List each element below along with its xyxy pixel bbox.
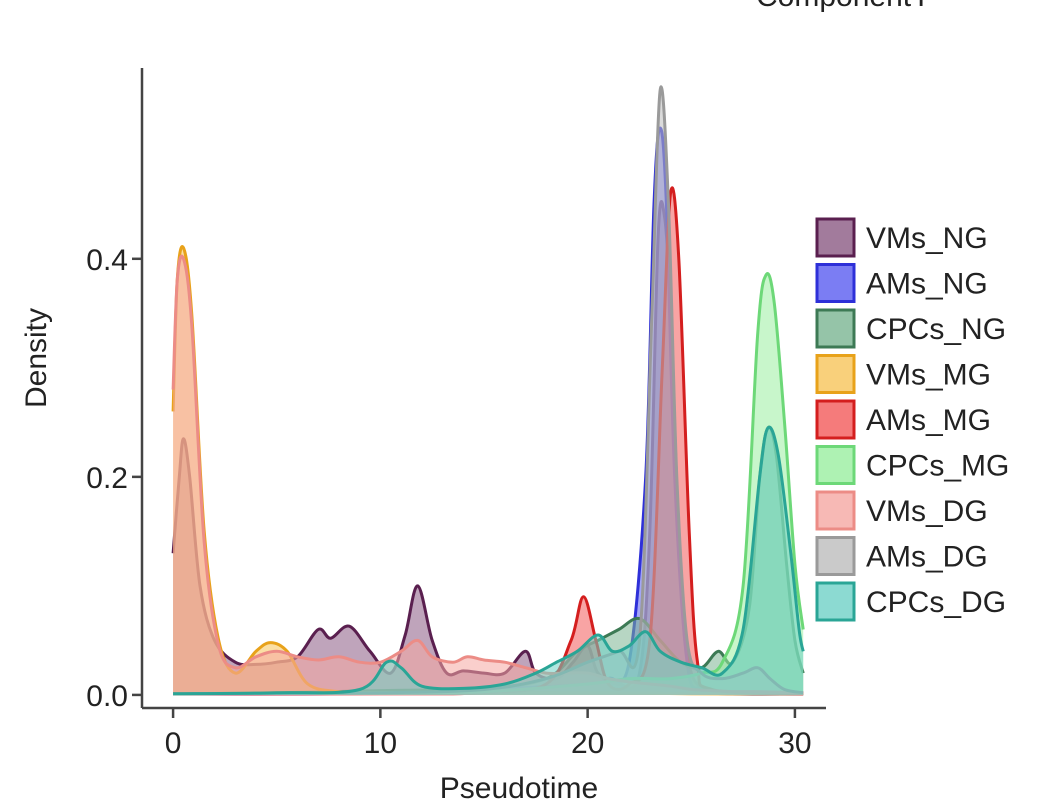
area-ams-ng — [173, 128, 804, 695]
legend-item-ams-ng: AMs_NG — [815, 263, 988, 303]
legend-swatch — [815, 354, 856, 394]
legend-label: CPCs_MG — [866, 450, 1009, 483]
x-tick-label: 10 — [364, 727, 397, 760]
line-ams-ng — [173, 126, 804, 696]
series-ams-dg — [173, 85, 804, 696]
legend-item-cpcs-dg: CPCs_DG — [815, 581, 1006, 622]
series-vms-mg — [171, 245, 804, 696]
area-ams-mg — [173, 187, 804, 695]
line-ams-mg — [173, 186, 804, 696]
line-vms-dg — [171, 254, 804, 695]
legend-swatch — [815, 536, 856, 576]
y-tick-label: 0.2 — [86, 462, 128, 495]
legend-item-cpcs-mg: CPCs_MG — [815, 445, 1009, 485]
line-vms-ng — [171, 200, 804, 696]
y-tick-label: 0.0 — [86, 680, 128, 713]
legend-item-vms-ng: VMs_NG — [815, 217, 988, 258]
series-vms-dg — [171, 254, 804, 695]
line-ams-dg — [173, 85, 804, 696]
series-vms-ng — [171, 200, 804, 696]
x-tick-label: 0 — [165, 727, 182, 760]
legend-swatch — [815, 445, 856, 485]
series-ams-ng — [173, 126, 804, 696]
legend: VMs_NG AMs_NG CPCs_NG VMs_MG AMs_MG CPCs_MG VM… — [815, 217, 1009, 622]
legend-swatch — [815, 263, 856, 303]
legend-swatch — [815, 399, 856, 440]
density-areas — [171, 85, 805, 696]
legend-item-ams-mg: AMs_MG — [815, 399, 991, 440]
legend-item-vms-mg: VMs_MG — [815, 354, 991, 394]
legend-label: VMs_DG — [866, 495, 988, 528]
y-axis-title: Density — [20, 308, 53, 408]
y-axis: 0.0 0.2 0.4 — [86, 68, 144, 713]
area-cpcs-dg — [173, 427, 804, 695]
legend-label: AMs_NG — [866, 268, 988, 301]
legend-label: CPCs_DG — [866, 586, 1006, 619]
legend-label: VMs_MG — [866, 359, 991, 392]
line-cpcs-dg — [173, 425, 805, 696]
area-cpcs-mg — [173, 273, 804, 695]
area-vms-dg — [173, 256, 804, 695]
legend-label: CPCs_NG — [866, 313, 1006, 346]
legend-swatch — [815, 490, 856, 531]
legend-label: VMs_NG — [866, 222, 988, 255]
y-tick-label: 0.4 — [86, 244, 128, 277]
top-partial-title: ComponentY — [756, 0, 931, 13]
series-cpcs-mg — [173, 272, 805, 696]
x-axis: 0 10 20 30 — [142, 706, 826, 760]
line-vms-mg — [171, 245, 804, 696]
area-vms-ng — [173, 201, 804, 695]
x-axis-title: Pseudotime — [440, 772, 598, 805]
legend-swatch — [815, 581, 856, 622]
legend-label: AMs_DG — [866, 541, 988, 574]
legend-item-cpcs-ng: CPCs_NG — [815, 308, 1006, 349]
legend-swatch — [815, 308, 856, 349]
legend-swatch — [815, 217, 856, 258]
area-vms-mg — [173, 246, 804, 695]
series-cpcs-dg — [173, 425, 805, 696]
x-tick-label: 20 — [571, 727, 604, 760]
area-ams-dg — [173, 86, 804, 695]
series-ams-mg — [173, 186, 804, 696]
x-tick-label: 30 — [778, 727, 811, 760]
line-cpcs-mg — [173, 272, 805, 696]
legend-item-ams-dg: AMs_DG — [815, 536, 988, 576]
legend-label: AMs_MG — [866, 404, 991, 437]
legend-item-vms-dg: VMs_DG — [815, 490, 988, 531]
